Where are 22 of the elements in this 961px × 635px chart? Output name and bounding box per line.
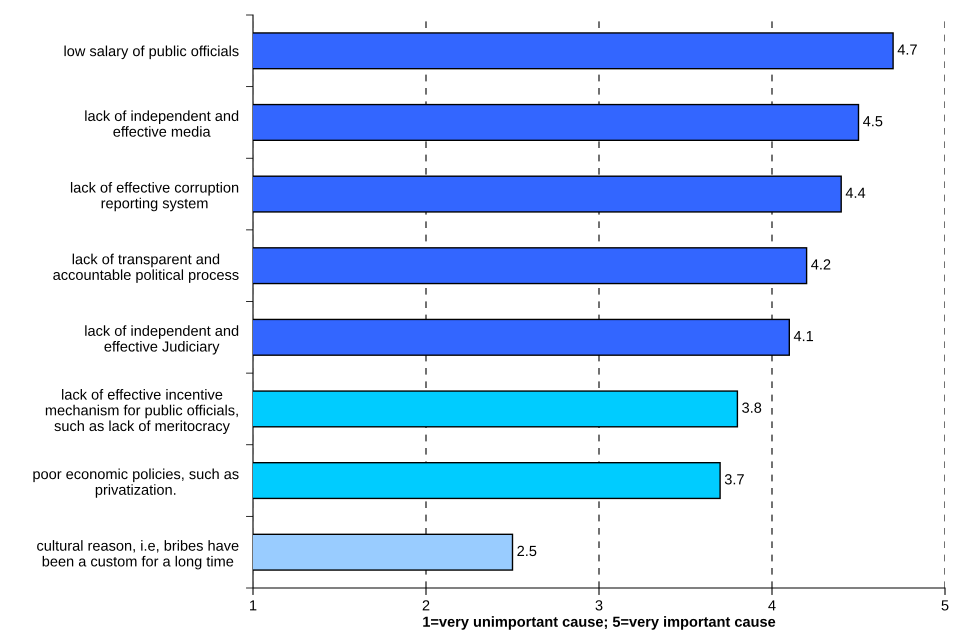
data-label: 4.1 bbox=[794, 331, 814, 342]
y-tick-label: lack of transparent and accountable political process bbox=[53, 254, 239, 283]
data-label: 3.7 bbox=[724, 474, 744, 484]
data-label: 4.4 bbox=[846, 188, 866, 198]
y-tick-label: lack of effective incentive mechanism for public officials, such as lack of meritocracy bbox=[46, 389, 238, 434]
x-tick-label: 2 bbox=[422, 600, 430, 610]
x-tick-label: 4 bbox=[768, 600, 776, 610]
x-axis-title: 1=very unimportant cause; 5=very important cause bbox=[423, 616, 776, 630]
y-tick-label: poor economic policies, such as privatization. bbox=[33, 468, 239, 498]
x-tick-label: 1 bbox=[250, 600, 256, 610]
data-label: 2.5 bbox=[517, 546, 536, 556]
x-tick-label: 5 bbox=[942, 600, 948, 611]
y-tick-label: lack of independent and effective media bbox=[85, 110, 238, 137]
data-label: 4.2 bbox=[811, 259, 830, 270]
data-label: 4.5 bbox=[863, 116, 882, 126]
data-label: 4.7 bbox=[898, 44, 917, 55]
y-tick-label: low salary of public officials bbox=[64, 46, 239, 60]
y-tick-label: lack of effective corruption reporting system bbox=[70, 182, 238, 212]
y-tick-label: cultural reason, i.e, bribes have been a custom for a long time bbox=[37, 540, 238, 570]
x-tick-label: 3 bbox=[596, 600, 602, 611]
y-tick-label: lack of independent and effective Judiciary bbox=[85, 325, 238, 355]
data-label: 3.8 bbox=[742, 402, 762, 413]
